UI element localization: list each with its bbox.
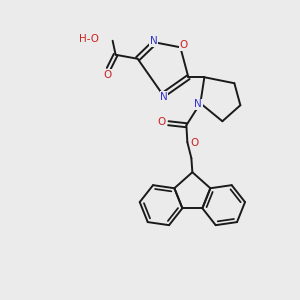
Text: O: O: [103, 70, 112, 80]
Text: O: O: [157, 117, 166, 127]
Text: N: N: [194, 99, 202, 109]
Text: N: N: [160, 92, 168, 102]
Text: N: N: [150, 36, 158, 46]
Text: O: O: [190, 138, 199, 148]
Text: O: O: [179, 40, 188, 50]
Text: H-O: H-O: [79, 34, 99, 44]
